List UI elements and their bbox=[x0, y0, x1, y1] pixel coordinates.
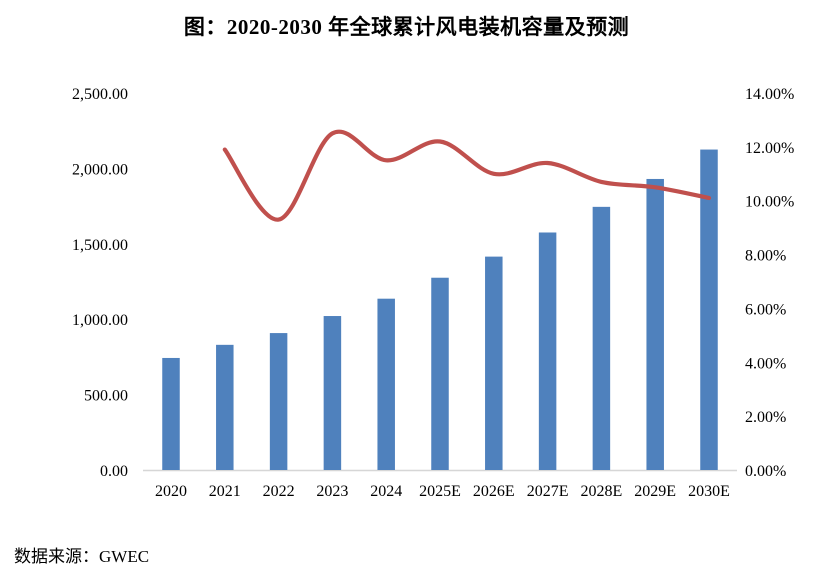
right-axis-tick-label: 12.00% bbox=[745, 140, 794, 157]
x-axis-label: 2029E bbox=[634, 483, 676, 500]
x-axis-label: 2021 bbox=[209, 483, 241, 500]
bar-2021 bbox=[216, 344, 234, 470]
left-axis-tick-label: 500.00 bbox=[84, 388, 128, 405]
x-axis-labels: 2020 2021 2022 2023 2024 2025E 2026E 2027E 2028E… bbox=[155, 483, 730, 500]
right-axis-tick-label: 6.00% bbox=[745, 301, 786, 318]
bar-2029E bbox=[646, 178, 664, 470]
bar-2022 bbox=[269, 333, 288, 470]
growth-rate-line bbox=[222, 129, 712, 222]
left-axis-tick-label: 1,500.00 bbox=[72, 237, 128, 254]
x-axis-label: 2023 bbox=[316, 483, 348, 500]
right-axis-tick-label: 10.00% bbox=[745, 194, 794, 211]
x-axis-label: 2025E bbox=[419, 483, 461, 500]
right-axis-tick-label: 8.00% bbox=[745, 248, 786, 265]
left-axis-tick-label: 0.00 bbox=[100, 463, 128, 480]
bar-2028E bbox=[592, 206, 611, 470]
left-axis-tick-label: 2,500.00 bbox=[72, 86, 128, 103]
capacity-bars-series bbox=[162, 149, 718, 471]
left-axis-tick-label: 2,000.00 bbox=[72, 161, 128, 178]
left-axis-tick-label: 1,000.00 bbox=[72, 312, 128, 329]
bar-2023 bbox=[323, 316, 342, 470]
x-axis-label: 2027E bbox=[527, 483, 569, 500]
bar-2025E bbox=[431, 277, 449, 470]
right-axis-tick-labels: 14.00% 12.00% 10.00% 8.00% 6.00% 4.00% 2.00% 0.… bbox=[745, 86, 794, 480]
x-axis-label: 2026E bbox=[473, 483, 515, 500]
bar-2020 bbox=[162, 357, 180, 470]
right-axis-tick-label: 14.00% bbox=[745, 86, 794, 103]
chart-title: 图：2020-2030 年全球累计风电装机容量及预测 bbox=[183, 15, 630, 39]
bar-2027E bbox=[538, 232, 557, 470]
x-axis-label: 2020 bbox=[155, 483, 187, 500]
right-axis-tick-label: 2.00% bbox=[745, 409, 786, 426]
x-axis-label: 2028E bbox=[581, 483, 623, 500]
x-axis-label: 2030E bbox=[688, 483, 730, 500]
bar-2026E bbox=[485, 256, 503, 470]
x-axis-label: 2024 bbox=[370, 483, 402, 500]
growth-rate-line-series bbox=[222, 129, 712, 222]
bar-2030E bbox=[700, 149, 718, 471]
data-source-note: 数据来源：GWEC bbox=[14, 547, 150, 566]
right-axis-tick-label: 0.00% bbox=[745, 463, 786, 480]
right-axis-tick-label: 4.00% bbox=[745, 355, 786, 372]
left-axis-tick-labels: 2,500.00 2,000.00 1,500.00 1,000.00 500.00 0.… bbox=[72, 86, 128, 480]
bar-2024 bbox=[377, 298, 395, 470]
x-axis-label: 2022 bbox=[263, 483, 295, 500]
